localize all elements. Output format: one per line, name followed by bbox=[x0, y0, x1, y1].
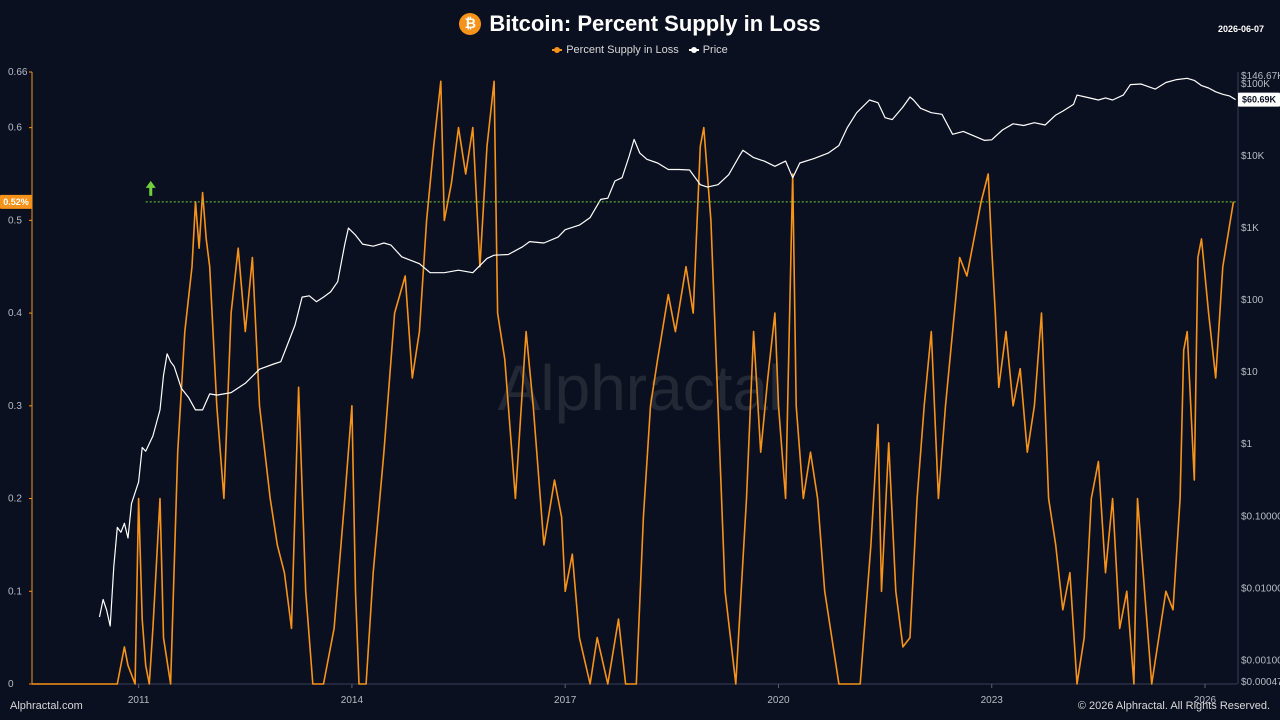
x-tick-label: 2017 bbox=[554, 695, 577, 706]
legend: Percent Supply in Loss Price bbox=[0, 44, 1280, 56]
x-tick-label: 2011 bbox=[128, 695, 150, 706]
footer-website[interactable]: Alphractal.com bbox=[10, 700, 83, 712]
footer-copyright: © 2026 Alphractal. All Rights Reserved. bbox=[1077, 700, 1270, 712]
x-tick-label: 2026 bbox=[1194, 695, 1217, 706]
y-left-tick-label: 0 bbox=[8, 679, 14, 690]
bitcoin-icon: ₿ bbox=[459, 13, 482, 35]
y-right-tick-label: $0.00047 bbox=[1241, 677, 1280, 688]
legend-swatch-price-icon bbox=[688, 47, 699, 53]
y-right-tick-label: $1K bbox=[1241, 223, 1259, 234]
y-right-tick-label: $1 bbox=[1241, 439, 1253, 450]
legend-swatch-loss-icon bbox=[552, 47, 563, 53]
legend-label-price: Price bbox=[702, 44, 728, 56]
y-right-tick-label: $0.10000 bbox=[1241, 511, 1280, 522]
y-right-tick-label: $100 bbox=[1241, 295, 1264, 306]
chart-title-area: ₿ Bitcoin: Percent Supply in Loss bbox=[0, 10, 1280, 38]
x-tick-label: 2020 bbox=[767, 695, 790, 706]
y-left-tick-label: 0.3 bbox=[8, 401, 22, 412]
legend-item-price[interactable]: Price bbox=[688, 44, 728, 56]
y-left-tick-label: 0.5 bbox=[8, 215, 22, 226]
overlay-layer: 0.52% $60.69K bbox=[0, 92, 1280, 209]
threshold-badge bbox=[0, 194, 32, 209]
current-price-badge bbox=[1238, 92, 1280, 107]
axes-layer: 0 0.1 0.2 0.3 0.4 0.5 0.6 0.66 $0.00047 $0.00100 $… bbox=[8, 67, 1280, 706]
current-price-label: $60.69K bbox=[1242, 95, 1277, 105]
y-left-tick-label: 0.66 bbox=[8, 67, 28, 78]
y-left-tick-label: 0.2 bbox=[8, 494, 22, 505]
chart-title: Bitcoin: Percent Supply in Loss bbox=[489, 11, 821, 36]
series-line-percent-supply-in-loss bbox=[32, 80, 1235, 685]
x-tick-label: 2014 bbox=[341, 695, 364, 706]
y-right-tick-label: $0.01000 bbox=[1241, 583, 1280, 594]
series-line-price bbox=[98, 77, 1236, 627]
up-arrow-icon bbox=[145, 180, 156, 188]
y-left-tick-label: 0.4 bbox=[8, 308, 22, 319]
y-right-tick-label: $100K bbox=[1241, 79, 1270, 90]
y-right-tick-label: $0.00100 bbox=[1241, 655, 1280, 666]
watermark: Alphractal bbox=[498, 352, 783, 424]
x-tick-label: 2023 bbox=[981, 695, 1004, 706]
y-right-tick-label: $10 bbox=[1241, 367, 1258, 378]
y-right-tick-label: $10K bbox=[1241, 151, 1265, 162]
legend-item-loss[interactable]: Percent Supply in Loss bbox=[552, 44, 679, 56]
series-layer bbox=[32, 77, 1236, 685]
threshold-badge-label: 0.52% bbox=[3, 197, 29, 207]
y-right-tick-label: $146.67K bbox=[1241, 71, 1280, 82]
up-arrow-shaft-icon bbox=[149, 186, 153, 196]
legend-label-loss: Percent Supply in Loss bbox=[566, 44, 679, 56]
y-left-tick-label: 0.6 bbox=[8, 123, 22, 134]
date-stamp: 2026-06-07 bbox=[1217, 24, 1264, 34]
y-left-tick-label: 0.1 bbox=[8, 586, 22, 597]
